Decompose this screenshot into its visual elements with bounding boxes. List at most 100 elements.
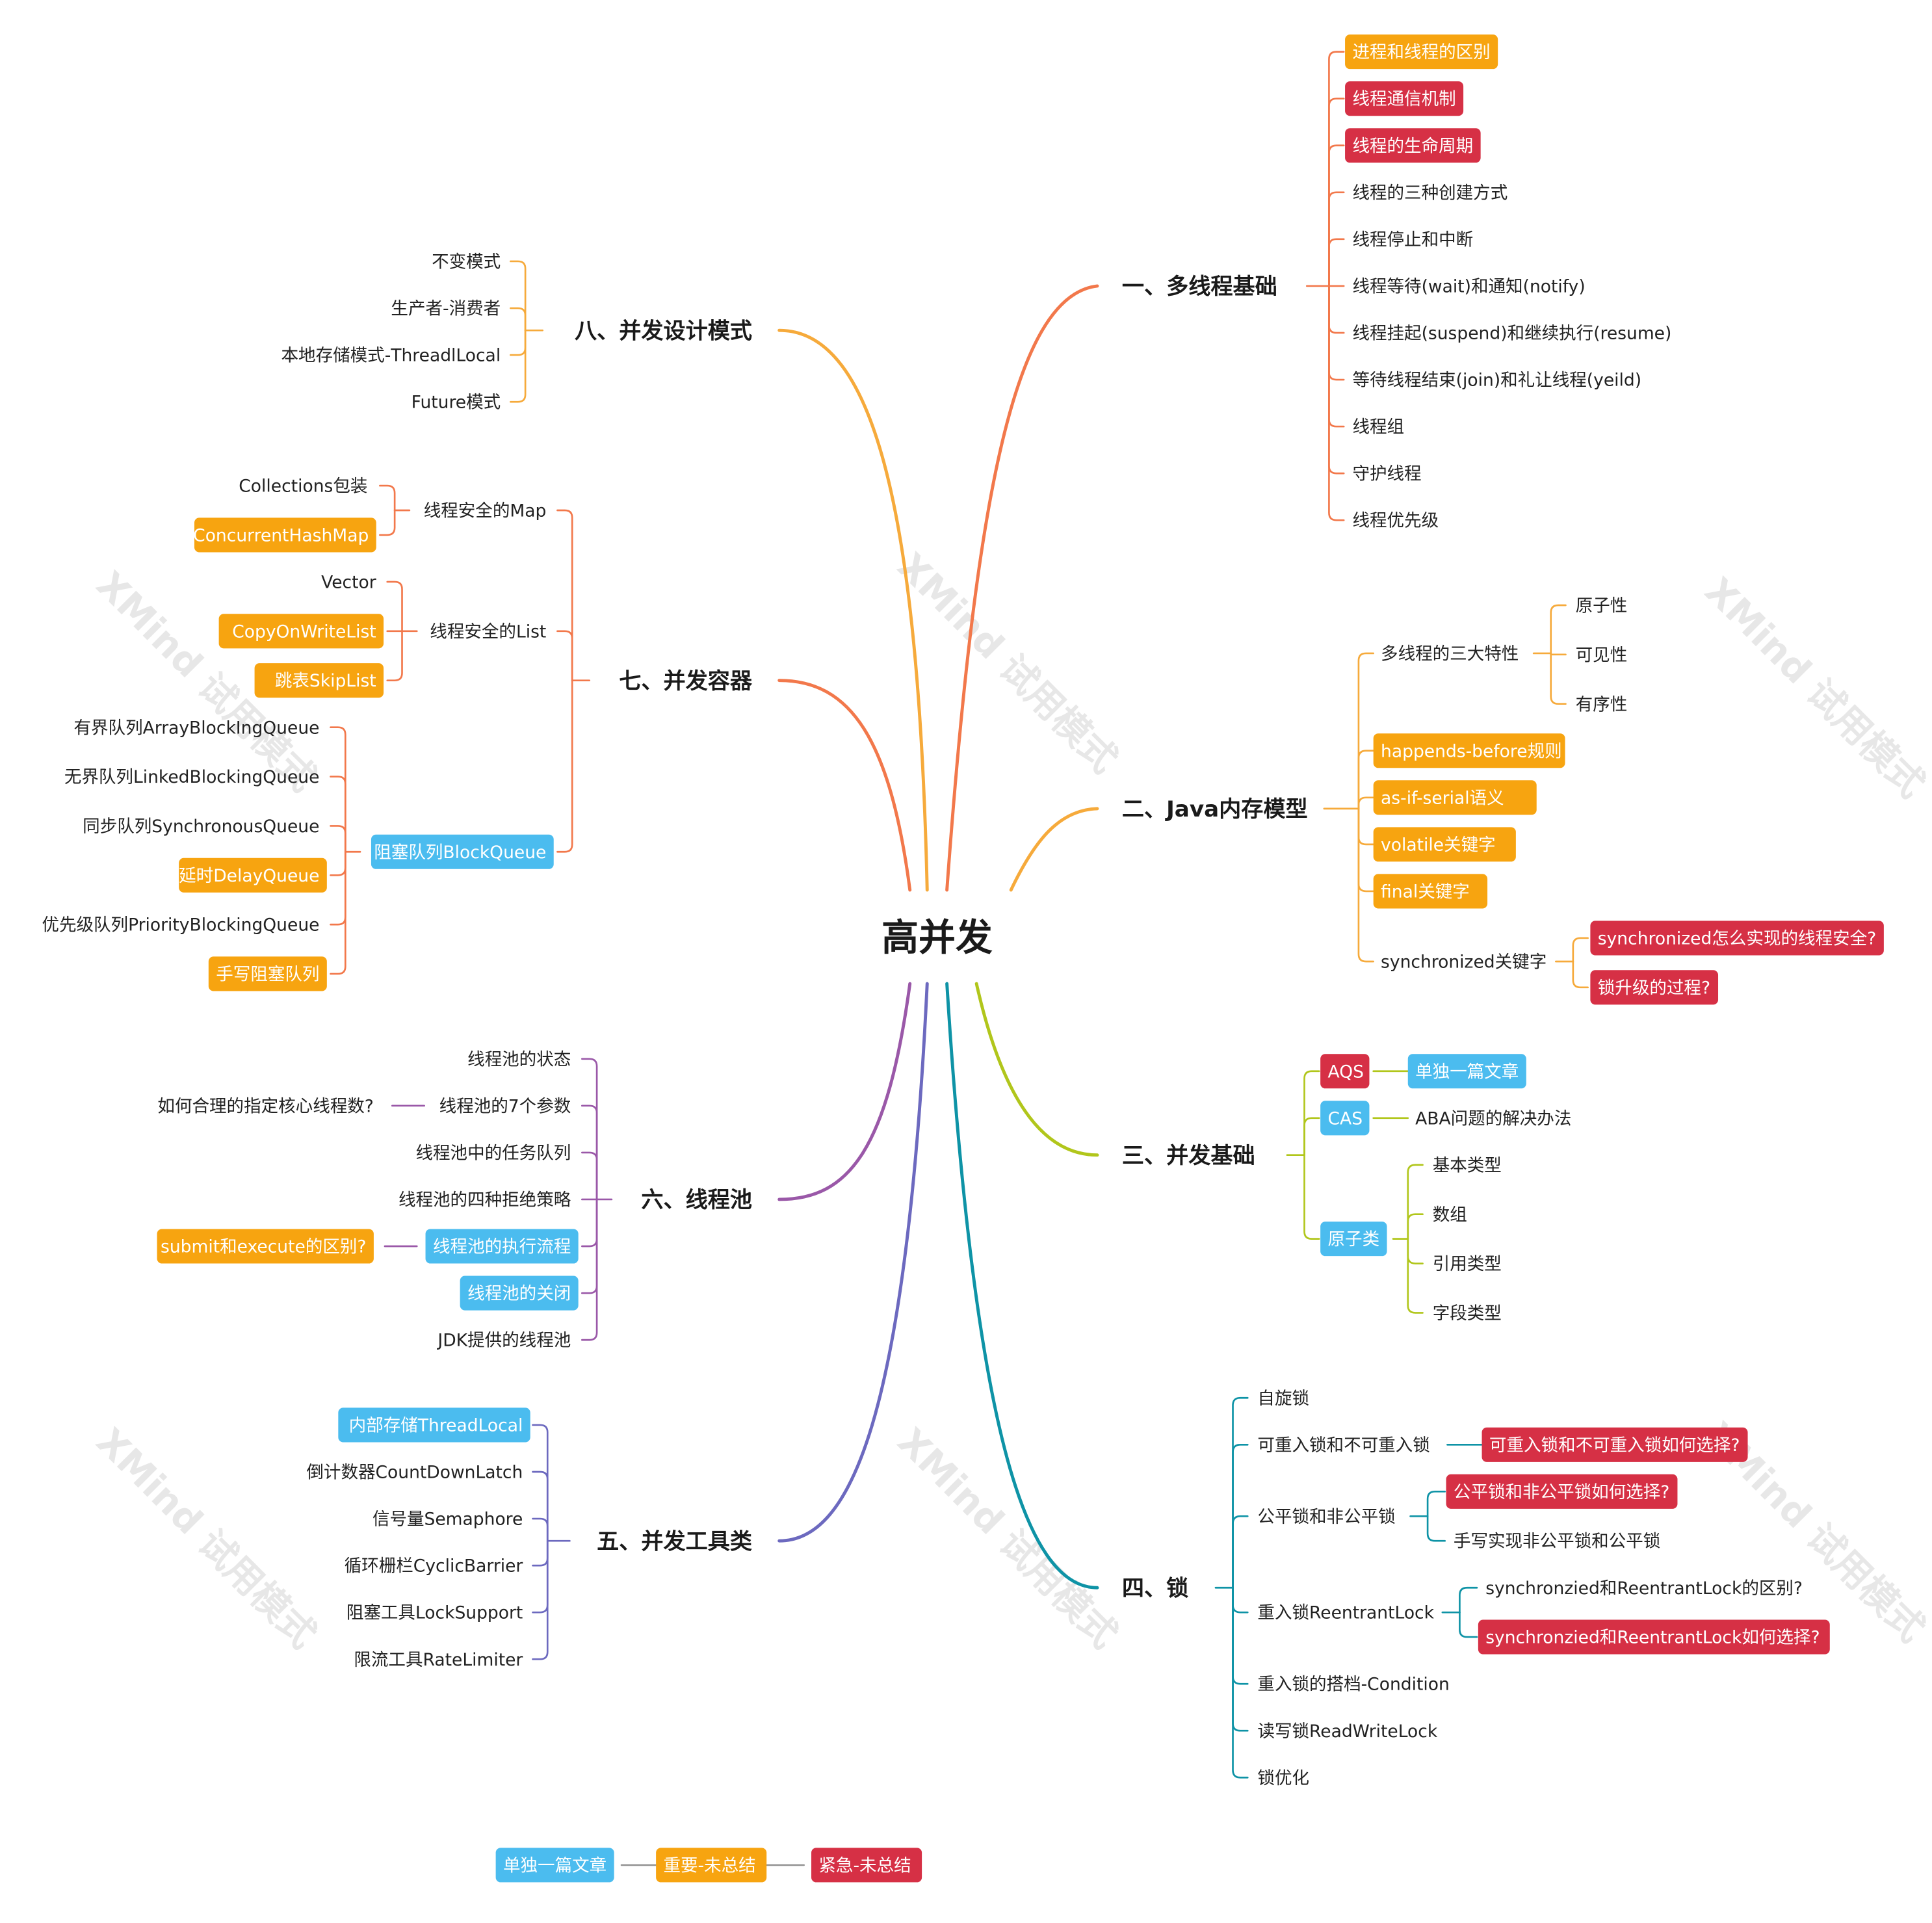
b3-item-2-box[interactable] [1320,1101,1370,1136]
b5-item-1[interactable]: 内部存储ThreadLocal [349,1416,523,1436]
b6-item-6[interactable]: 线程池的关闭 [467,1284,571,1304]
b1-item-2-box[interactable] [1345,81,1464,116]
b7-queue-6[interactable]: 手写阻塞队列 [216,965,319,985]
bracket-line [1328,285,1345,521]
bracket-line [1328,51,1345,287]
b6-item-5[interactable]: 线程池的执行流程 [433,1237,571,1257]
b1-item-1-box[interactable] [1345,34,1498,70]
b2-sync-q1-box[interactable] [1590,921,1884,956]
b3-item-3-box[interactable] [1320,1222,1387,1257]
b4-reentrant-q[interactable]: 可重入锁和不可重入锁如何选择? [1489,1435,1740,1456]
b4-reentrant-q-box[interactable] [1482,1427,1748,1462]
b8-item-4: Future模式 [411,393,501,413]
b3-aqs-article-box[interactable] [1407,1054,1526,1089]
b7-queue-6-box[interactable] [208,956,327,991]
b7-list-vector: Vector [321,573,376,593]
b2-item-4-box[interactable] [1373,827,1516,862]
b8-main-curve [777,328,929,892]
b4-fair-q[interactable]: 公平锁和非公平锁如何选择? [1454,1482,1669,1502]
b7-list-cow-box[interactable] [218,614,384,649]
legend-urgent[interactable]: 紧急-未总结 [818,1855,911,1876]
bracket-line [386,581,403,633]
legend-article-box[interactable] [495,1848,614,1883]
b2-property-3: 有序性 [1576,694,1628,714]
bracket-line [1572,937,1589,963]
legend-important[interactable]: 重要-未总结 [663,1855,755,1876]
b7-list-skip[interactable]: 跳表SkipList [275,671,376,691]
b6-item-4: 线程池的四种拒绝策略 [398,1190,571,1210]
b7-queue-4-box[interactable] [179,857,327,893]
xmind-watermark: XMind 试用模式 [889,545,1126,781]
central-topic: 高并发 [881,917,993,960]
b6-item-6-box[interactable] [460,1275,579,1311]
b4-item-6: 读写锁ReadWriteLock [1257,1721,1437,1742]
bracket-line [379,484,396,512]
bracket-line [1357,807,1375,846]
b2-sync-q1[interactable]: synchronized怎么实现的线程安全? [1598,929,1876,949]
b4-item-1: 自旋锁 [1257,1389,1309,1409]
legend-important-box[interactable] [656,1848,767,1883]
b2-sync-q2[interactable]: 锁升级的过程? [1598,978,1710,998]
bracket-line [532,1539,549,1567]
b3-item-1-box[interactable] [1320,1054,1370,1089]
b1-item-1[interactable]: 进程和线程的区别 [1352,42,1490,62]
bracket-line [1232,1396,1249,1589]
b7-title: 七、并发容器 [619,668,753,694]
b7-queue-3: 同步队列SynchronousQueue [83,817,319,837]
b4-lock-choose[interactable]: synchronzied和ReentrantLock如何选择? [1485,1628,1820,1648]
b2-item-5-box[interactable] [1373,874,1488,909]
b2-item-2-box[interactable] [1373,733,1565,768]
b1-item-3-box[interactable] [1345,128,1481,163]
b2-item-6: synchronized关键字 [1381,952,1547,973]
b1-item-3[interactable]: 线程的生命周期 [1352,136,1473,156]
b2-item-3-box[interactable] [1373,780,1537,815]
b4-lock-choose-box[interactable] [1478,1619,1830,1655]
b3-title: 三、并发基础 [1122,1143,1255,1169]
b7-map-concurrent-box[interactable] [194,517,376,553]
bracket-line [330,825,346,853]
bracket-line [1328,191,1345,287]
bracket-line [532,1471,549,1542]
b3-item-3[interactable]: 原子类 [1328,1229,1380,1249]
legend-urgent-box[interactable] [811,1848,922,1883]
b4-fair-q-box[interactable] [1446,1474,1678,1509]
bracket-line [1407,1238,1424,1314]
b5-item-2: 倒计数器CountDownLatch [306,1463,523,1483]
b4-item-2: 可重入锁和不可重入锁 [1257,1435,1429,1456]
b2-item-2[interactable]: happends-before规则 [1381,741,1562,761]
b2-sync-q2-box[interactable] [1590,970,1719,1005]
b2-item-4[interactable]: volatile关键字 [1381,835,1496,855]
legend-article[interactable]: 单独一篇文章 [503,1855,607,1876]
bracket-line [1232,1586,1249,1779]
watermark-text: XMind 试用模式 [1697,569,1932,806]
b2-item-5[interactable]: final关键字 [1381,882,1470,902]
bracket-line [1232,1586,1249,1732]
bracket-line [1303,1154,1320,1240]
b7-queue-4[interactable]: 延时DelayQueue [179,866,319,886]
b1-item-2[interactable]: 线程通信机制 [1352,89,1456,109]
bracket-line [1232,1443,1249,1589]
b6-submit-execute-q[interactable]: submit和execute的区别? [161,1237,367,1257]
b3-aqs-article[interactable]: 单独一篇文章 [1415,1062,1519,1082]
bracket-line [532,1539,549,1614]
b6-submit-execute-q-box[interactable] [157,1229,374,1264]
b3-item-1[interactable]: AQS [1328,1062,1364,1082]
b4-item-7: 锁优化 [1257,1768,1309,1788]
b7-main-curve [777,679,912,892]
b7-item-3[interactable]: 阻塞队列BlockQueue [374,843,546,863]
b8-title: 八、并发设计模式 [575,318,752,344]
bracket-line [581,1105,598,1201]
b6-item-5-box[interactable] [425,1229,579,1264]
b7-item-3-box[interactable] [371,834,554,869]
b2-item-3[interactable]: as-if-serial语义 [1381,788,1504,808]
b3-item-2[interactable]: CAS [1328,1108,1363,1129]
b7-list-skip-box[interactable] [254,663,384,698]
b7-map-concurrent[interactable]: ConcurrentHashMap [193,525,369,545]
bracket-line [1328,144,1345,287]
b7-list-cow[interactable]: CopyOnWriteList [232,621,376,642]
bracket-line [581,1151,598,1201]
b5-item-1-box[interactable] [338,1407,530,1443]
bracket-line [1328,98,1345,287]
bracket-line [1328,285,1345,334]
